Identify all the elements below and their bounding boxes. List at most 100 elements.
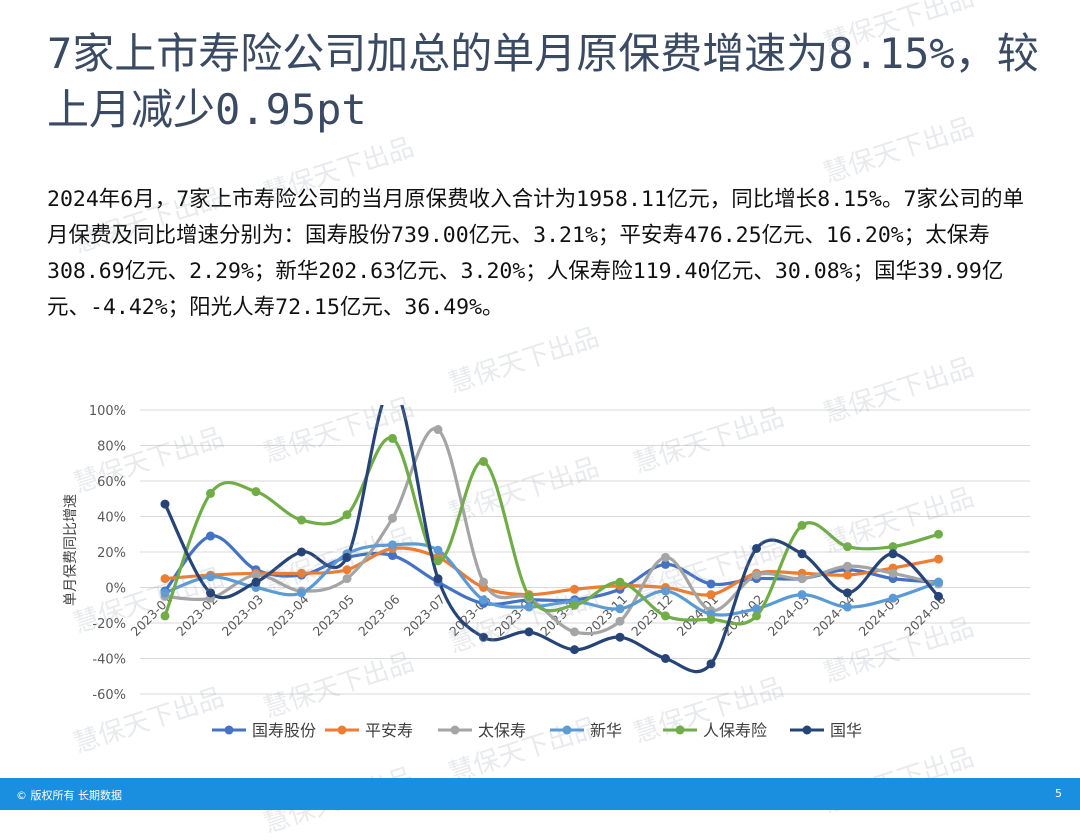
data-point [706, 579, 716, 589]
data-point [752, 611, 761, 621]
y-tick-label: -40% [92, 653, 126, 668]
series-line-4 [163, 436, 939, 626]
legend-label: 太保寿 [478, 721, 526, 740]
data-point [433, 425, 443, 435]
data-point [752, 543, 761, 553]
data-point [706, 590, 716, 600]
data-point [479, 577, 488, 587]
legend-label: 国寿股份 [252, 721, 316, 740]
data-point [388, 540, 397, 550]
watermark: 慧保天下出品 [444, 322, 603, 400]
data-point [934, 554, 943, 564]
series-line-3 [164, 542, 940, 617]
y-tick-label: 0% [105, 582, 126, 597]
data-point [388, 551, 397, 561]
page-title: 7家上市寿险公司加总的单月原保费增速为8.15%，较上月减少0.95pt [47, 29, 1039, 134]
data-point [752, 570, 761, 580]
data-point [388, 513, 397, 523]
data-point [843, 542, 852, 552]
data-point [206, 531, 215, 541]
data-point [251, 570, 261, 580]
data-point [843, 570, 852, 580]
summary-paragraph: 2024年6月，7家上市寿险公司的当月原保费收入合计为1958.11亿元，同比增… [47, 187, 1024, 320]
data-point [342, 565, 352, 575]
data-point [615, 632, 625, 642]
data-point [342, 510, 352, 520]
data-point [206, 572, 215, 582]
legend-marker [450, 725, 460, 735]
data-point [570, 627, 579, 637]
copyright-text: © 版权所有 长期数据 [16, 789, 122, 802]
data-point [843, 602, 852, 612]
data-point [524, 602, 534, 612]
x-tick-label: 2023-06 [355, 591, 403, 639]
data-point [388, 433, 397, 443]
data-point [661, 559, 670, 569]
data-point [934, 529, 943, 539]
data-point [934, 577, 943, 587]
data-point [479, 595, 488, 605]
legend-marker [675, 725, 685, 735]
y-tick-label: 80% [97, 440, 126, 455]
data-point [706, 659, 716, 669]
data-point [797, 520, 807, 530]
y-tick-label: 100% [89, 404, 126, 419]
data-point [888, 593, 898, 603]
data-point [706, 614, 716, 624]
legend-label: 人保寿险 [703, 721, 767, 740]
data-point [160, 499, 170, 509]
data-point [888, 542, 898, 552]
x-tick-label: 2023-05 [310, 592, 358, 640]
y-axis-label: 单月保费同比增速 [63, 494, 79, 606]
data-point [479, 456, 488, 466]
data-point [342, 574, 352, 584]
data-point [433, 574, 443, 584]
data-point [661, 654, 670, 663]
y-tick-label: 40% [97, 511, 126, 526]
data-point [342, 552, 352, 562]
data-point [433, 556, 443, 566]
legend-marker [337, 725, 347, 735]
data-point [570, 645, 579, 655]
data-point [797, 549, 807, 559]
data-point [479, 632, 488, 642]
data-point [661, 552, 670, 562]
line-chart: 100%80%60%40%20%0%-20%-40%-60% 2023-0120… [63, 404, 1030, 740]
data-point [297, 515, 306, 525]
data-point [934, 591, 943, 601]
data-point [160, 574, 170, 584]
footer-bar: © 版权所有 长期数据 5 [0, 778, 1080, 810]
y-tick-label: 20% [97, 546, 126, 561]
x-tick-label: 2023-04 [264, 591, 312, 639]
legend-marker [562, 725, 572, 735]
data-point [752, 604, 761, 614]
data-point [615, 577, 625, 587]
data-point [615, 616, 625, 626]
y-tick-label: -60% [92, 688, 126, 703]
data-point [160, 588, 170, 598]
data-point [843, 561, 852, 571]
x-tick-label: 2023-07 [401, 592, 449, 640]
data-point [297, 588, 306, 598]
data-point [433, 545, 443, 555]
y-tick-label: -20% [92, 617, 126, 632]
y-tick-label: 60% [97, 475, 126, 490]
legend-marker [802, 725, 812, 735]
legend-label: 国华 [830, 721, 862, 740]
data-point [661, 611, 670, 621]
legend-marker [224, 725, 234, 735]
data-point [615, 604, 625, 614]
data-point [206, 488, 215, 498]
data-point [524, 627, 534, 637]
data-point [297, 568, 306, 578]
y-axis-ticks: 100% 80% 60% 40% 20% 0% -20% -40% -60% [89, 404, 126, 703]
data-point [251, 487, 261, 497]
data-point [888, 568, 898, 578]
data-point [297, 547, 306, 557]
legend-label: 新华 [590, 721, 622, 740]
data-point [661, 586, 670, 596]
legend-label: 平安寿 [365, 721, 413, 740]
data-point [570, 600, 579, 610]
data-point [524, 591, 534, 601]
data-point [570, 584, 579, 594]
